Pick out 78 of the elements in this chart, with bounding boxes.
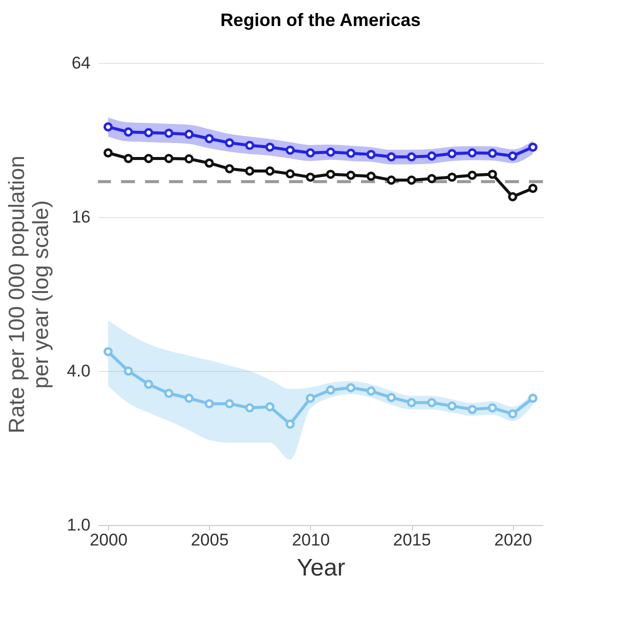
point	[508, 192, 518, 202]
point	[366, 150, 376, 160]
point	[386, 392, 396, 402]
point	[528, 184, 538, 193]
point	[427, 398, 436, 408]
point	[104, 122, 113, 132]
point	[144, 154, 154, 164]
point	[528, 394, 538, 403]
point	[346, 383, 356, 392]
point	[306, 394, 315, 403]
point	[124, 127, 133, 137]
point	[164, 128, 174, 138]
point	[326, 147, 336, 157]
point	[488, 148, 498, 158]
point	[265, 142, 275, 152]
y-tick-label: 1.0	[66, 516, 90, 534]
point	[104, 148, 113, 158]
point	[427, 151, 436, 161]
point	[326, 170, 336, 179]
point	[164, 154, 174, 164]
point	[124, 366, 133, 376]
point	[184, 394, 194, 403]
point	[386, 176, 396, 185]
point	[468, 404, 477, 414]
point	[224, 399, 234, 408]
point	[406, 152, 416, 162]
y-axis-title: Rate per 100 000 population per year (log scale)	[4, 156, 53, 434]
point	[245, 140, 254, 150]
point	[447, 149, 457, 158]
point	[386, 152, 396, 162]
x-tick-label: 2015	[393, 530, 431, 550]
point	[104, 347, 113, 356]
point	[488, 170, 498, 179]
point	[427, 174, 436, 184]
point	[144, 380, 154, 389]
point	[306, 172, 315, 182]
point	[286, 146, 295, 155]
point	[326, 385, 336, 395]
point	[245, 166, 254, 176]
point	[488, 403, 498, 412]
point	[447, 401, 457, 411]
point	[245, 403, 254, 412]
point	[346, 170, 356, 180]
y-tick-label: 4.0	[66, 362, 90, 380]
point	[406, 176, 416, 185]
point	[286, 169, 295, 178]
x-tick-label: 2020	[494, 530, 532, 550]
point	[164, 388, 174, 398]
x-tick-label: 2000	[90, 530, 128, 550]
point	[265, 166, 275, 176]
point	[406, 398, 416, 408]
point	[144, 128, 154, 138]
y-tick-label: 16	[72, 208, 90, 226]
point	[224, 138, 234, 148]
point	[204, 134, 214, 144]
point	[124, 154, 133, 164]
point	[184, 154, 194, 164]
point	[366, 172, 376, 181]
point	[346, 148, 356, 158]
x-tick-label: 2005	[190, 530, 229, 550]
x-tick-label: 2010	[292, 530, 330, 550]
point	[468, 170, 477, 180]
x-axis-title: Year	[296, 554, 346, 582]
point	[508, 151, 518, 161]
point	[528, 142, 538, 152]
point	[366, 386, 376, 396]
point	[184, 130, 194, 139]
point	[204, 399, 214, 408]
point	[508, 409, 518, 418]
point	[447, 172, 457, 182]
y-tick-label: 64	[72, 54, 90, 72]
point	[265, 402, 275, 412]
point	[468, 148, 477, 158]
point	[224, 164, 234, 174]
point	[306, 148, 315, 158]
chart-title: Region of the Americas	[220, 10, 421, 30]
point	[286, 420, 295, 429]
point	[204, 158, 214, 168]
